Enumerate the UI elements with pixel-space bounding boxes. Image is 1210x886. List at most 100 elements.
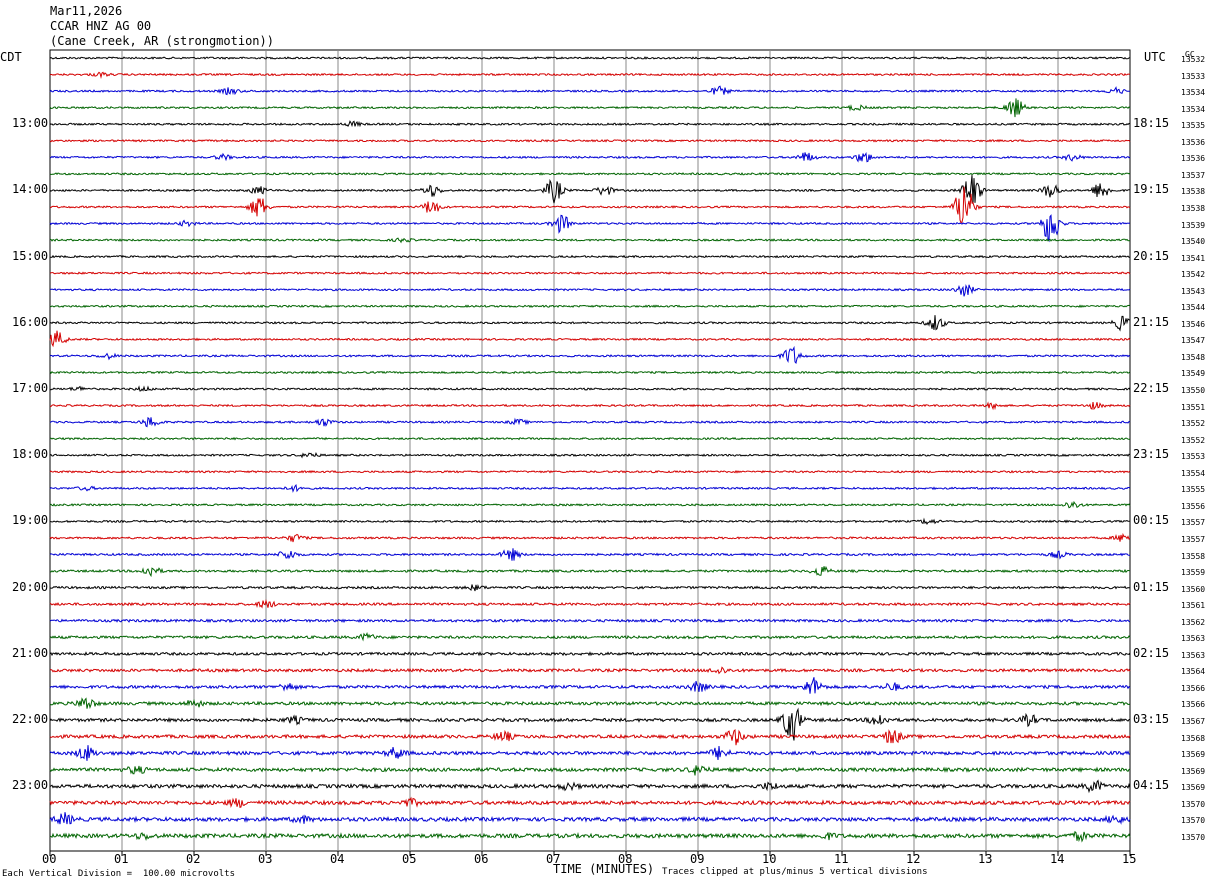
- row-gc-label: 13532: [1181, 55, 1206, 64]
- trace-row: [49, 584, 1131, 592]
- trace-row: [49, 830, 1131, 843]
- plot-frame: [49, 49, 1131, 852]
- footer-clip-text: Traces clipped at plus/minus 5 vertical …: [662, 867, 928, 877]
- row-gc-label: 13569: [1181, 750, 1206, 760]
- x-tick-label: 14: [1050, 852, 1065, 866]
- right-hour-label: 04:15: [1133, 778, 1170, 793]
- right-hour-label: 18:15: [1133, 116, 1170, 131]
- row-gc-label: 13548: [1181, 352, 1206, 362]
- row-gc-label: 13566: [1181, 700, 1206, 710]
- trace-row: [49, 666, 1131, 675]
- row-gc-label: 13555: [1181, 485, 1206, 495]
- trace-row: [49, 385, 1131, 392]
- trace-row: [49, 186, 1131, 224]
- left-hour-label: 18:00: [12, 447, 49, 462]
- trace-row: [50, 517, 1131, 526]
- row-gc-label: 13560: [1181, 584, 1206, 594]
- trace-row: [49, 452, 1131, 459]
- right-hour-label: 21:15: [1133, 314, 1170, 329]
- trace-row: [49, 271, 1131, 275]
- x-tick-label: 03: [258, 852, 273, 866]
- x-tick-label: 06: [474, 852, 489, 866]
- x-tick-label: 05: [402, 852, 417, 866]
- row-gc-label: 13539: [1181, 220, 1206, 230]
- x-tick-label: 10: [762, 852, 777, 866]
- left-hour-label: 21:00: [12, 645, 49, 660]
- x-tick-label: 09: [690, 852, 705, 866]
- trace-row: [49, 765, 1131, 776]
- trace-row: [49, 416, 1131, 428]
- trace-row: [49, 598, 1131, 609]
- left-timezone-label: CDT: [0, 50, 22, 64]
- row-gc-label: 13558: [1181, 551, 1206, 561]
- trace-row: [50, 254, 1131, 259]
- gc-label: GC: [1185, 50, 1195, 59]
- row-gc-label: 13550: [1181, 386, 1206, 395]
- row-gc-label: 13549: [1181, 369, 1206, 379]
- left-hour-label: 19:00: [12, 513, 49, 528]
- row-gc-label: 13540: [1181, 237, 1206, 247]
- trace-row: [49, 120, 1131, 128]
- row-gc-label: 13563: [1181, 650, 1206, 660]
- trace-row: [49, 304, 1131, 309]
- row-gc-label: 13535: [1181, 121, 1206, 131]
- row-gc-label: 13568: [1181, 733, 1206, 743]
- trace-row: [49, 401, 1131, 411]
- x-tick-label: 02: [186, 852, 201, 866]
- trace-row: [49, 330, 1131, 348]
- row-gc-label: 13537: [1181, 170, 1206, 180]
- trace-row: [49, 85, 1130, 96]
- left-hour-label: 22:00: [12, 712, 49, 726]
- left-hour-label: 14:00: [12, 182, 49, 197]
- row-gc-label: 13536: [1181, 154, 1206, 164]
- right-hour-label: 23:15: [1133, 447, 1170, 462]
- trace-row: [49, 632, 1131, 642]
- x-tick-label: 13: [978, 852, 993, 866]
- right-hour-label: 19:15: [1133, 182, 1170, 197]
- right-hour-label: 22:15: [1133, 381, 1170, 395]
- row-gc-label: 13553: [1181, 452, 1206, 462]
- right-hour-label: 20:15: [1133, 248, 1170, 263]
- row-gc-label: 13566: [1181, 683, 1206, 693]
- trace-row: [49, 237, 1131, 244]
- trace-row: [49, 172, 1131, 176]
- trace-row: [49, 436, 1131, 441]
- left-hour-label: 16:00: [12, 314, 49, 329]
- trace-row: [49, 728, 1131, 746]
- trace-row: [49, 175, 1130, 204]
- row-gc-label: 13544: [1181, 303, 1206, 313]
- right-hour-label: 03:15: [1133, 712, 1170, 726]
- trace-row: [49, 779, 1131, 794]
- x-tick-label: 00: [42, 852, 57, 866]
- row-gc-label: 13552: [1181, 419, 1206, 429]
- row-gc-label: 13541: [1181, 253, 1206, 263]
- x-tick-label: 01: [114, 852, 129, 866]
- trace-row: [49, 796, 1131, 809]
- trace-row: [49, 697, 1131, 709]
- row-gc-label: 13533: [1181, 71, 1206, 81]
- row-gc-label: 13564: [1181, 667, 1206, 677]
- row-gc-label: 13569: [1181, 766, 1206, 776]
- row-gc-label: 13543: [1181, 286, 1206, 296]
- trace-row: [49, 71, 1131, 79]
- row-gc-label: 13542: [1181, 270, 1206, 280]
- trace-row: [49, 483, 1131, 493]
- trace-row: [49, 370, 1131, 375]
- row-gc-label: 13557: [1181, 518, 1206, 528]
- row-gc-label: 13562: [1181, 617, 1206, 627]
- location-label: (Cane Creek, AR (strongmotion)): [50, 34, 274, 48]
- trace-row: [49, 565, 1131, 578]
- trace-row: [49, 812, 1131, 825]
- row-gc-label: 13557: [1181, 534, 1206, 544]
- x-tick-label: 04: [330, 852, 345, 866]
- row-gc-label: 13570: [1181, 799, 1206, 809]
- trace-row: [49, 315, 1131, 332]
- left-hour-label: 20:00: [12, 579, 49, 594]
- trace-row: [49, 56, 1131, 60]
- row-gc-label: 13534: [1181, 104, 1206, 114]
- row-gc-label: 13552: [1181, 435, 1206, 445]
- row-gc-label: 13546: [1181, 319, 1206, 329]
- trace-row: [49, 345, 1131, 365]
- row-gc-label: 13570: [1181, 832, 1206, 842]
